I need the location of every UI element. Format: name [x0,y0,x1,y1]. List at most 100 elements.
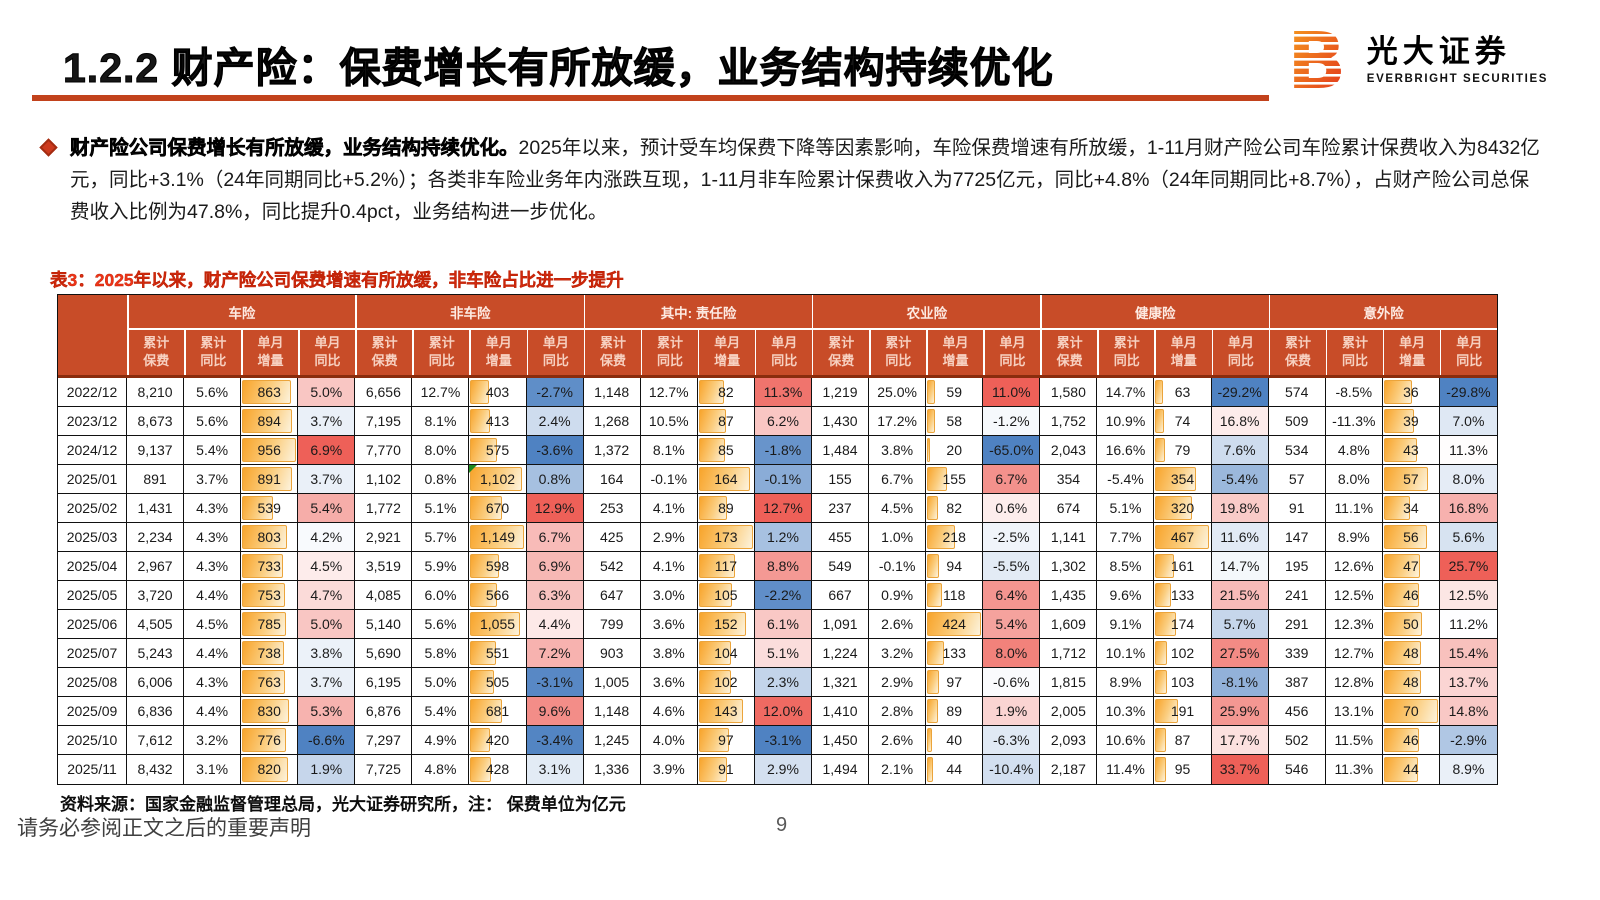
table-cell: 12.7% [1325,638,1383,668]
table-cell: 3.6% [640,667,698,697]
table-cell: 534 [1268,435,1326,465]
table-cell: 173 [697,522,755,552]
table-cell: 1,450 [811,725,870,755]
sub-header-1-4: 单月 同比 [299,329,356,375]
table-cell: 4,085 [355,580,413,610]
table-cell: 241 [1268,580,1326,610]
table-cell: 5.4% [412,696,470,726]
table-cell: 1,484 [811,435,870,465]
table-cell: 11.4% [1097,754,1155,784]
table-cell: 218 [926,522,984,552]
table-cell: 11.6% [1211,522,1269,552]
data-bar [470,669,495,694]
table-cell: 4.3% [184,667,242,697]
table-cell: 425 [583,522,641,552]
table-cell: 46 [1382,580,1440,610]
table-cell: 16.6% [1097,435,1155,465]
table-cell: 776 [241,725,299,755]
disclaimer-text: 请务必参阅正文之后的重要声明 [17,817,311,840]
table-cell: 5.9% [412,551,470,581]
table-cell: 7.6% [1211,435,1269,465]
table-cell: 3.1% [526,754,584,784]
summary-lead: 财产险公司保费增长有所放缓，业务结构持续优化。 [70,137,519,160]
table-cell: 674 [1040,493,1098,523]
data-bar [1155,640,1168,665]
table-cell: 4.0% [640,725,698,755]
table-cell: 738 [241,638,299,668]
table-cell: 1,224 [811,638,870,668]
table-cell: 5.0% [412,667,470,697]
table-cell: 598 [469,551,527,581]
data-bar [470,553,499,578]
data-bar [470,495,502,520]
table-cell: 8,673 [127,406,185,436]
data-bar [242,669,286,694]
sub-header-2-1: 累计 保费 [356,329,413,375]
group-header-3: 其中: 责任险 [585,295,812,328]
table-cell: -8.1% [1211,667,1269,697]
table-cell: 50 [1382,609,1440,639]
table-cell: 12.0% [754,696,812,726]
logo-en-text: EVERBRIGHT SECURITIES [1366,72,1548,85]
table-row: 2025/11 8,432 3.1% 820 1.9% 7,725 4.8% 428 3.1% 1… [58,754,1497,784]
table-cell: 46 [1382,725,1440,755]
table-cell: 102 [1154,638,1212,668]
data-bar [927,379,935,404]
table-cell: 5.4% [983,609,1041,639]
table-cell: 549 [811,551,870,581]
table-cell: 7.0% [1439,406,1497,436]
table-cell: 4.4% [526,609,584,639]
data-bar [698,582,732,607]
table-cell: 6,836 [127,696,185,726]
table-cell: 428 [469,754,527,784]
data-bar [470,466,523,491]
data-bar [927,524,955,549]
table-cell: 63 [1154,377,1212,407]
table-cell: 1,302 [1040,551,1098,581]
table-cell: 2,234 [127,522,185,552]
table-cell: 12.5% [1439,580,1497,610]
date-cell: 2025/06 [58,609,127,639]
table-cell: 574 [1268,377,1326,407]
data-bar [470,611,520,636]
everbright-logo-icon: B [1290,26,1353,94]
table-cell: 4.3% [184,493,242,523]
data-bar [1383,408,1414,433]
table-cell: 4.3% [184,551,242,581]
table-cell: 505 [469,667,527,697]
table-cell: 681 [469,696,527,726]
table-cell: -65.0% [983,435,1041,465]
table-cell: 102 [697,667,755,697]
table-cell: 2.4% [526,406,584,436]
table-cell: 733 [241,551,299,581]
table-cell: 3,519 [355,551,413,581]
table-cell: -29.8% [1439,377,1497,407]
table-cell: 1,431 [127,493,185,523]
table-cell: 117 [697,551,755,581]
table-cell: 753 [241,580,299,610]
table-cell: 5.1% [754,638,812,668]
table-cell: 820 [241,754,299,784]
table-cell: 3.6% [640,609,698,639]
data-bar [242,611,287,636]
page-title: 1.2.2 财产险：保费增长有所放缓，业务结构持续优化 [63,45,1054,92]
date-cell: 2024/12 [58,435,127,465]
table-cell: 4.1% [640,551,698,581]
table-cell: 95 [1154,754,1212,784]
data-bar [1383,379,1412,404]
table-cell: 34 [1382,493,1440,523]
table-cell: 456 [1268,696,1326,726]
table-cell: 58 [926,406,984,436]
table-cell: 455 [811,522,870,552]
group-header-4: 农业险 [813,295,1041,328]
table-cell: 670 [469,493,527,523]
table-cell: 894 [241,406,299,436]
data-bar [1155,437,1165,462]
sub-header-4-2: 累计 同比 [870,329,927,375]
table-cell: 6.9% [526,551,584,581]
table-cell: 97 [926,667,984,697]
table-cell: 87 [697,406,755,436]
table-cell: 1.0% [869,522,927,552]
table-cell: 5.4% [184,435,242,465]
data-bar [1383,698,1438,723]
